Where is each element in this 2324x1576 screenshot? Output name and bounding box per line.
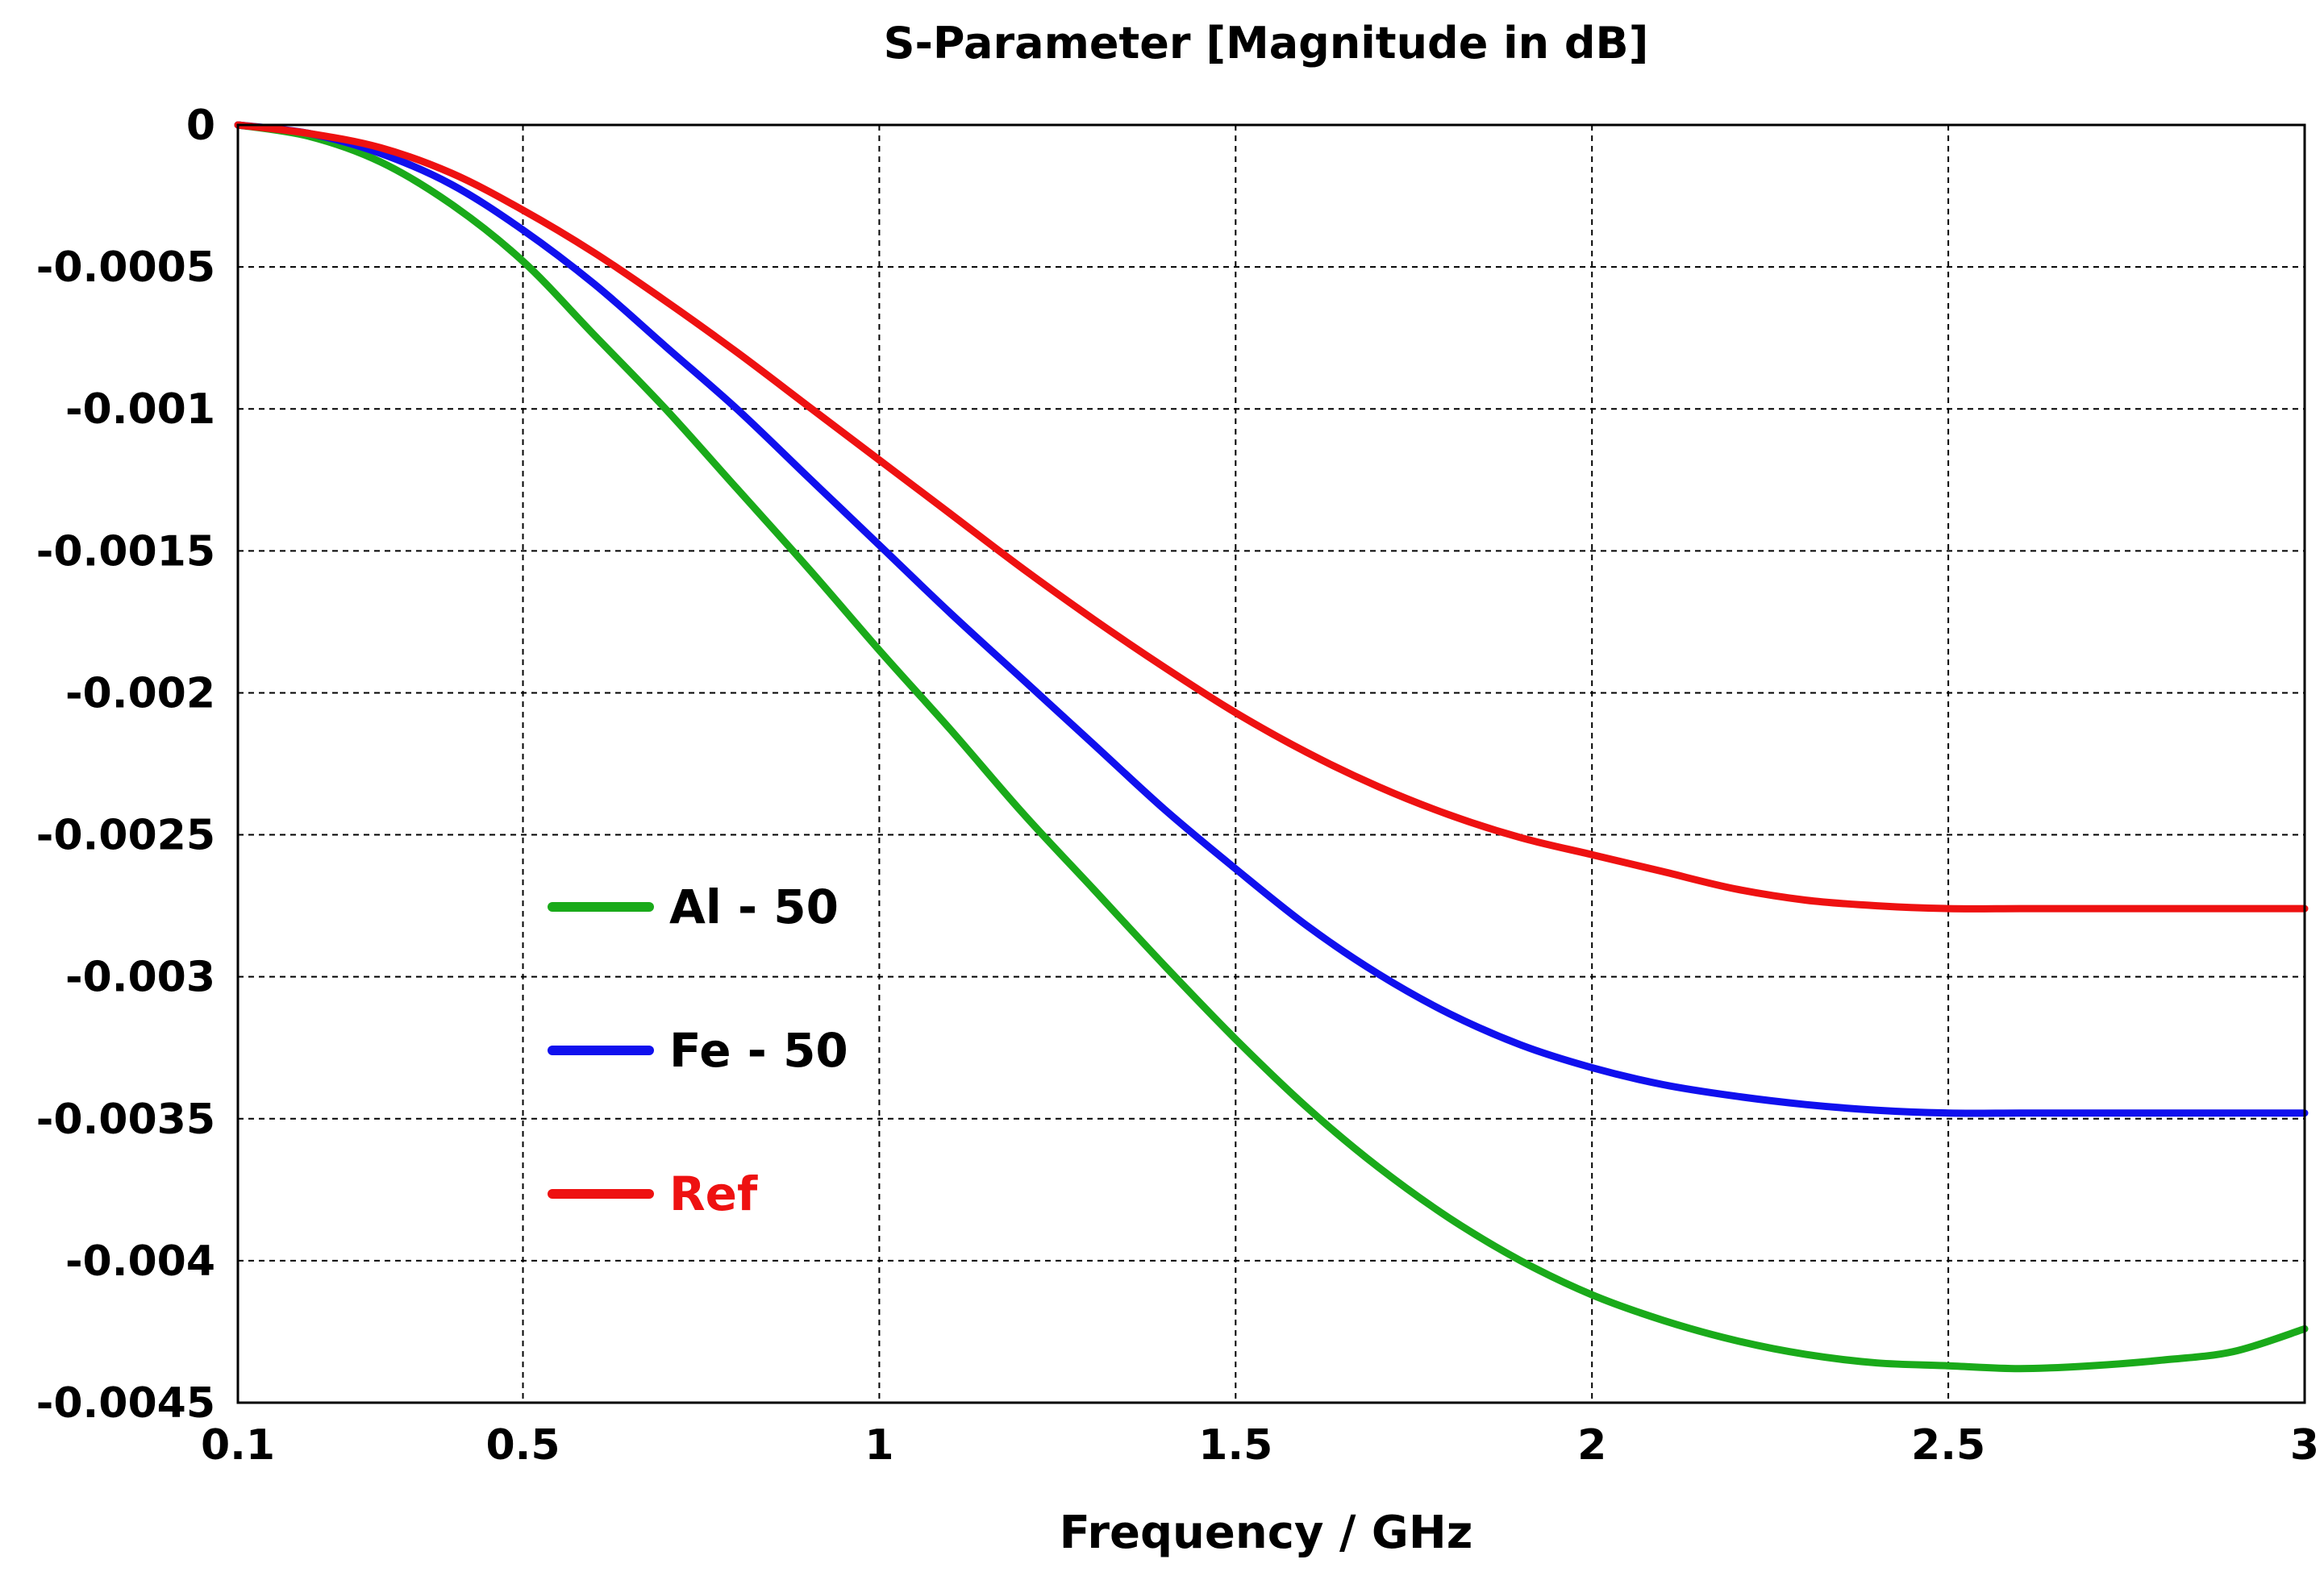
x-tick-label: 0.5 — [485, 1421, 560, 1470]
y-tick-label: -0.003 — [65, 954, 215, 1002]
y-tick-label: -0.0035 — [36, 1096, 215, 1144]
x-tick-label: 3 — [2290, 1421, 2319, 1470]
series-group — [234, 121, 2309, 1373]
legend: Al - 50 Fe - 50 Ref — [548, 879, 848, 1221]
y-tick-label: -0.002 — [65, 669, 215, 717]
y-tick-label: -0.004 — [65, 1237, 215, 1286]
series-line-fe-50 — [234, 121, 2309, 1117]
y-tick-label: -0.0005 — [36, 243, 215, 292]
legend-label-al-50: Al - 50 — [669, 879, 839, 934]
series-line-al-50 — [234, 121, 2309, 1373]
y-tick-label: -0.0045 — [36, 1379, 215, 1428]
y-tick-label: 0 — [186, 102, 215, 150]
series-line-ref — [234, 121, 2309, 913]
x-tick-label: 2.5 — [1911, 1421, 1985, 1470]
x-tick-label: 1.5 — [1198, 1421, 1272, 1470]
x-axis-label: Frequency / GHz — [1060, 1507, 1473, 1559]
legend-label-ref: Ref — [669, 1166, 758, 1221]
tick-labels: 0.1 0.5 1 1.5 2 2.5 3 0 -0.0005 -0.001 -0.0015 -0.0… — [36, 102, 2319, 1470]
x-tick-label: 2 — [1577, 1421, 1606, 1470]
y-tick-label: -0.001 — [65, 385, 215, 434]
chart-title: S-Parameter [Magnitude in dB] — [884, 18, 1649, 69]
grid — [238, 125, 2305, 1403]
y-tick-label: -0.0015 — [36, 527, 215, 576]
x-tick-label: 0.1 — [201, 1421, 275, 1470]
legend-label-fe-50: Fe - 50 — [669, 1023, 848, 1078]
plot-frame — [236, 123, 2306, 1404]
y-tick-label: -0.0025 — [36, 812, 215, 860]
x-tick-label: 1 — [864, 1421, 893, 1470]
